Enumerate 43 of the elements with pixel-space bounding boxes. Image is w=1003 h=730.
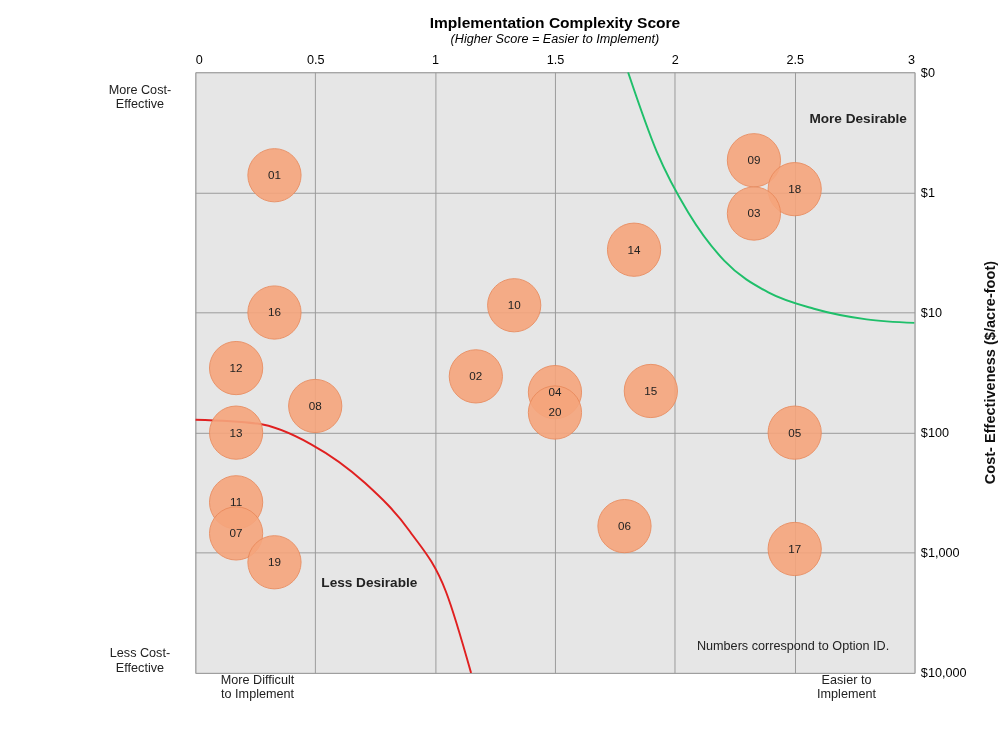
x-tick-label: 0 xyxy=(195,53,203,67)
y-tick-label: $1 xyxy=(920,185,935,200)
series-label: 13 xyxy=(229,425,243,439)
series-label: 05 xyxy=(788,425,802,439)
x-tick-label: 2 xyxy=(671,53,679,67)
x-tick-label: 1.5 xyxy=(546,53,565,67)
series-label: 17 xyxy=(788,541,802,555)
annotation: More Desirable xyxy=(809,110,908,126)
series-label: 08 xyxy=(308,398,322,412)
chart-subtitle: (Higher Score = Easier to Implement) xyxy=(450,32,660,47)
annotation: Easier to Implement xyxy=(817,672,877,702)
text: Less Cost- Effective xyxy=(109,646,171,675)
series-label: 07 xyxy=(229,526,243,540)
y-tick-label: $0 xyxy=(920,65,935,80)
x-tick-label: 2.5 xyxy=(786,53,804,67)
series-label: 15 xyxy=(644,383,658,397)
series-label: 10 xyxy=(507,298,522,312)
y-tick-label: $1,000 xyxy=(920,546,960,561)
y-tick-label: $10 xyxy=(920,305,942,320)
series-label: 02 xyxy=(469,369,483,383)
x-tick-label: 3 xyxy=(908,53,916,67)
x-tick-label: 0.5 xyxy=(306,53,325,67)
series-label: 16 xyxy=(267,305,281,319)
annotation: Numbers correspond to Option ID. xyxy=(696,638,890,653)
text: More Cost- Effective xyxy=(108,82,172,112)
x-tick-label: 1 xyxy=(432,53,440,67)
series-label: 09 xyxy=(747,153,761,167)
annotation: More Difficult to Implement xyxy=(220,672,295,702)
series-label: 19 xyxy=(267,555,281,569)
series-label: 04 xyxy=(548,385,562,399)
series-label: 06 xyxy=(617,519,631,533)
series-label: 11 xyxy=(230,495,243,509)
series-label: 18 xyxy=(788,182,802,196)
series-label: 01 xyxy=(267,168,281,182)
y-tick-label: $100 xyxy=(920,426,949,441)
y-tick-label: $10,000 xyxy=(920,666,967,681)
series-label: 14 xyxy=(627,242,642,256)
chart-title: Implementation Complexity Score xyxy=(429,13,681,31)
series-label: 12 xyxy=(229,360,243,374)
y-axis-title: Cost- Effectiveness ($/acre-foot) xyxy=(982,260,999,485)
series-label: 20 xyxy=(548,405,562,419)
series-label: 03 xyxy=(747,206,761,220)
annotation: Less Desirable xyxy=(321,575,418,591)
